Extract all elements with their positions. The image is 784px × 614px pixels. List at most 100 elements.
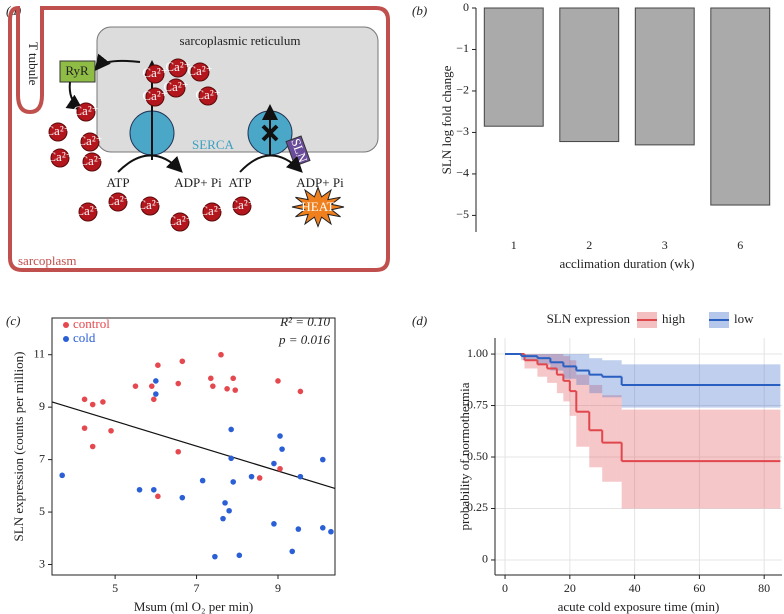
y-tick-label: 5 <box>39 504 45 518</box>
release-arrow <box>65 81 84 111</box>
y-tick-label: −4 <box>456 166 469 180</box>
calcium-ion <box>78 202 98 222</box>
ion-label: Ca²⁺ <box>165 59 190 74</box>
confidence-band <box>569 360 577 416</box>
point <box>277 433 283 439</box>
point <box>328 528 334 535</box>
atp-arrow <box>117 154 183 173</box>
calcium-ion <box>168 58 188 78</box>
annotation: p = 0.016 <box>278 332 331 347</box>
bar <box>710 7 771 206</box>
point <box>275 378 281 384</box>
adp-label: ADP+ Pi <box>174 175 222 190</box>
point <box>230 479 237 485</box>
ion-label: Ca²⁺ <box>142 88 167 103</box>
x-tick-label: 20 <box>564 581 576 595</box>
calcium-ion <box>232 196 252 216</box>
point <box>59 472 65 479</box>
bar <box>634 7 695 146</box>
point <box>236 552 243 559</box>
atp-arrow <box>239 154 303 173</box>
y-tick-label: −1 <box>456 41 469 55</box>
ion-label: Ca²⁺ <box>47 149 72 164</box>
calcium-ion <box>82 152 102 172</box>
calcium-ion <box>76 102 96 122</box>
y-tick-label: 9 <box>39 399 45 413</box>
point <box>81 396 88 403</box>
point <box>175 380 182 387</box>
calcium-ion <box>202 202 222 222</box>
ion-label: Ca²⁺ <box>187 63 212 78</box>
point <box>226 507 232 514</box>
ion-label: Ca²⁺ <box>75 203 100 218</box>
annotation: R² = 0.10 <box>279 314 330 329</box>
point <box>153 378 159 384</box>
confidence-band <box>521 354 538 361</box>
point <box>277 465 283 472</box>
confidence-band <box>621 409 781 509</box>
point <box>297 388 304 395</box>
calcium-ion <box>108 192 128 212</box>
ion-label: Ca²⁺ <box>142 65 167 80</box>
point <box>108 427 114 434</box>
point <box>319 456 326 463</box>
calcium-ion <box>190 62 210 82</box>
ion-label: Ca²⁺ <box>137 197 162 212</box>
confidence-band <box>602 360 622 398</box>
ion-label: Ca²⁺ <box>77 133 102 148</box>
y-axis-label: SLN expression (counts per million) <box>11 352 26 542</box>
y-tick-label: −2 <box>456 83 469 97</box>
calcium-ion <box>166 78 186 98</box>
cell-membrane <box>8 5 390 272</box>
legend-label: high <box>662 311 686 326</box>
y-tick-label: −5 <box>456 207 469 221</box>
confidence-band <box>602 395 622 482</box>
y-tick-label: 0.25 <box>467 500 488 514</box>
calcium-ion <box>198 86 218 106</box>
x-axis-label: acute cold exposure time (min) <box>558 599 720 614</box>
confidence-band <box>576 374 590 447</box>
x-tick-label: 5 <box>112 581 118 595</box>
point <box>297 473 304 480</box>
legend-label: cold <box>73 330 96 345</box>
ion-label: Ca²⁺ <box>167 213 192 228</box>
point <box>153 391 159 397</box>
calcium-ion <box>80 132 100 152</box>
confidence-band <box>576 354 590 385</box>
point <box>136 486 143 493</box>
legend-label: control <box>73 316 110 331</box>
point <box>279 446 285 452</box>
x-tick-label: 3 <box>662 238 668 252</box>
release-arrow <box>94 53 141 72</box>
point <box>155 362 161 369</box>
adp-label: ADP+ Pi <box>296 175 344 190</box>
point <box>148 383 155 389</box>
ion-label: Ca²⁺ <box>105 193 130 208</box>
x-axis-label: Msum (ml O₂ per min) <box>134 599 253 614</box>
confidence-band <box>589 358 603 394</box>
ion-label: Ca²⁺ <box>79 153 104 168</box>
sr-label: sarcoplasmic reticulum <box>180 33 301 48</box>
point <box>220 515 226 522</box>
t-tubule-label: T tubule <box>26 42 41 86</box>
y-tick-label: 3 <box>39 556 45 570</box>
legend-title: SLN expression <box>547 311 631 326</box>
x-axis-label: acclimation duration (wk) <box>559 256 694 271</box>
x-tick-label: 1 <box>511 238 517 252</box>
ion-label: Ca²⁺ <box>45 123 70 138</box>
y-tick-label: 0.50 <box>467 449 488 463</box>
point <box>100 399 106 405</box>
y-tick-label: −3 <box>456 124 469 138</box>
plot-frame <box>51 317 336 576</box>
point <box>248 473 255 480</box>
heat-burst <box>291 186 345 228</box>
x-tick-label: 7 <box>194 581 200 595</box>
point <box>271 521 277 527</box>
point <box>210 383 216 389</box>
ion-label: Ca²⁺ <box>195 87 220 102</box>
point <box>289 548 296 555</box>
block-mark <box>261 124 279 142</box>
confidence-band <box>537 354 551 365</box>
point <box>222 500 228 506</box>
legend-marker <box>63 322 69 328</box>
